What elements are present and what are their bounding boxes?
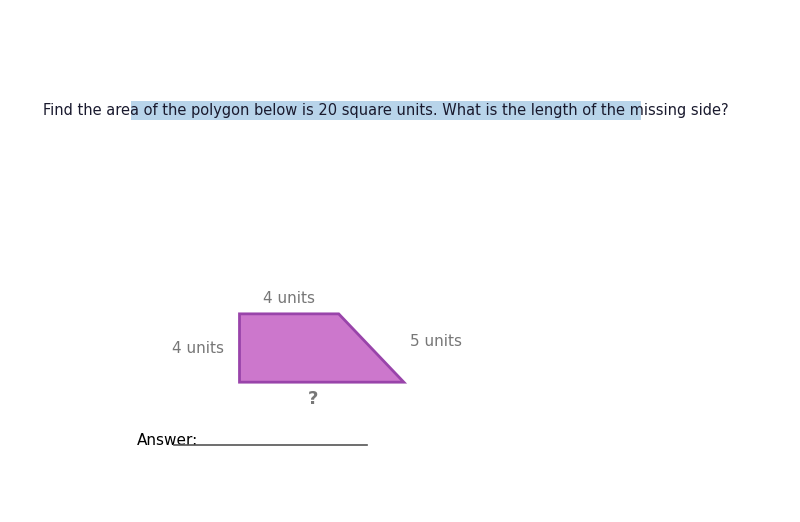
Text: 4 units: 4 units [263,291,315,306]
Text: 4 units: 4 units [172,340,224,355]
Polygon shape [239,314,404,382]
Text: Answer:: Answer: [138,433,198,448]
Text: Find the area of the polygon below is 20 square units. What is the length of the: Find the area of the polygon below is 20… [43,103,729,118]
Text: 5 units: 5 units [410,335,462,350]
Bar [131,101,641,120]
Text: ?: ? [307,390,318,408]
